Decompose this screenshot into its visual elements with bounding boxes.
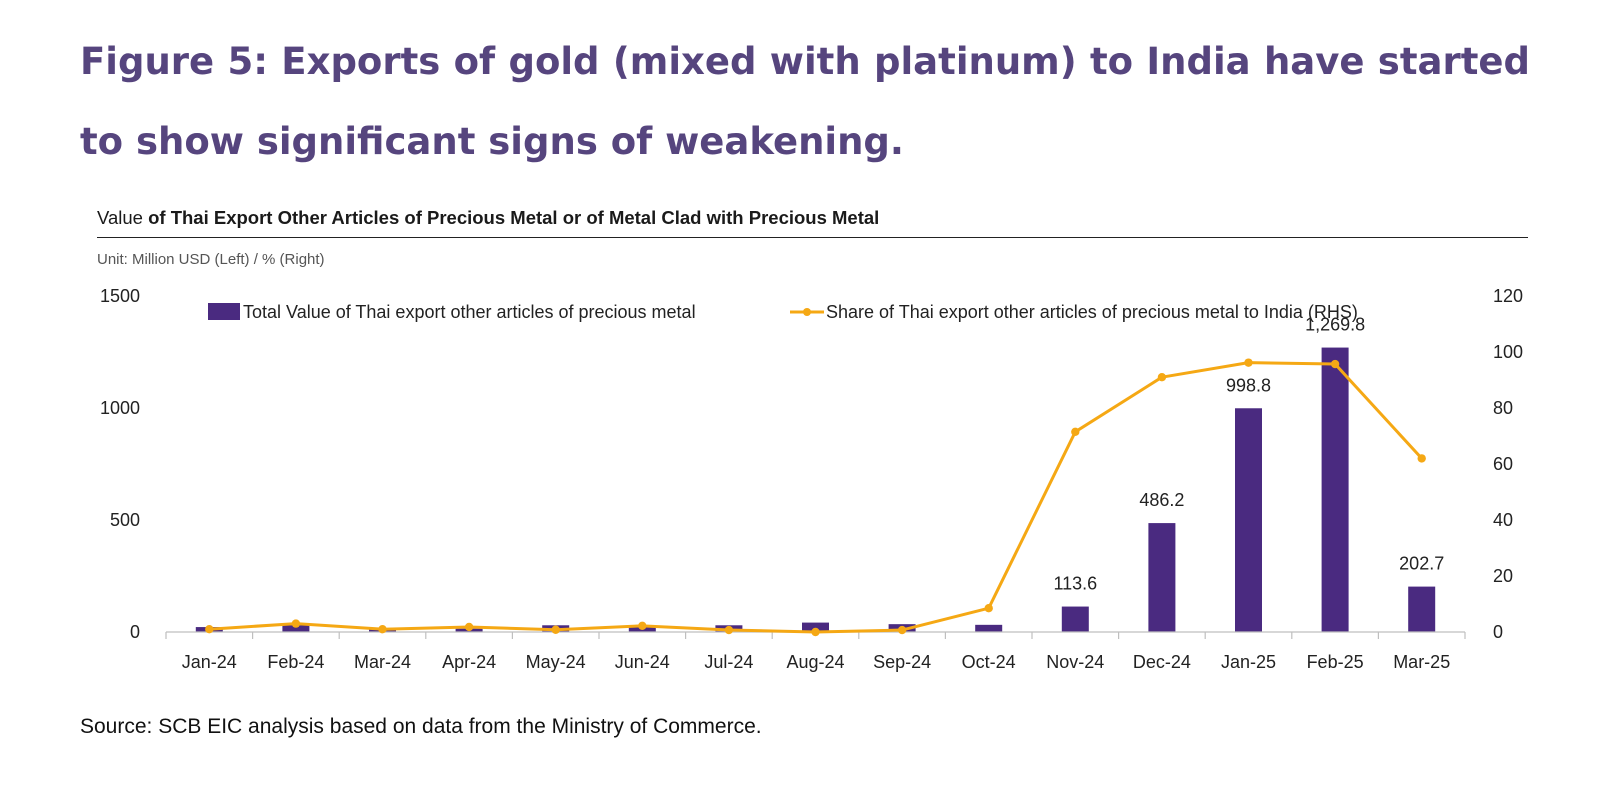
- right-tick-label: 120: [1493, 286, 1523, 306]
- combo-chart: 0 500 1000 1500 0 20 40 60 80 100 120 Jan-24 Feb-2…: [100, 286, 1523, 672]
- right-axis: 0 20 40 60 80 100 120: [1493, 286, 1523, 642]
- right-tick-label: 40: [1493, 510, 1513, 530]
- chart-title: Value of Thai Export Other Articles of P…: [97, 207, 879, 229]
- x-tick-label: Feb-24: [267, 652, 324, 672]
- x-tick-label: Jan-25: [1221, 652, 1276, 672]
- line-point: [551, 625, 560, 634]
- figure-title: Figure 5: Exports of gold (mixed with pl…: [80, 40, 1530, 163]
- x-tick-label: Jul-24: [704, 652, 753, 672]
- x-axis: Jan-24 Feb-24 Mar-24 Apr-24 May-24 Jun-24 Jul-…: [165, 631, 1466, 672]
- left-axis: 0 500 1000 1500: [100, 286, 140, 642]
- bar: [802, 622, 829, 632]
- bar-data-label: 998.8: [1226, 375, 1271, 395]
- bar-data-label: 486.2: [1139, 490, 1184, 510]
- x-tick-label: Dec-24: [1133, 652, 1191, 672]
- line-point: [464, 622, 474, 632]
- bar-data-labels: 113.6 486.2 998.8 1,269.8 202.7: [1053, 315, 1444, 594]
- x-tick-label: Jan-24: [182, 652, 237, 672]
- legend-bar-swatch: [208, 303, 240, 320]
- x-tick-label: Feb-25: [1307, 652, 1364, 672]
- bar: [282, 625, 310, 632]
- source-note: Source: SCB EIC analysis based on data f…: [80, 715, 762, 738]
- bar: [975, 624, 1003, 632]
- right-tick-label: 0: [1493, 622, 1503, 642]
- x-tick-label: Mar-25: [1393, 652, 1450, 672]
- legend: Total Value of Thai export other article…: [208, 302, 1358, 322]
- unit-note: Unit: Million USD (Left) / % (Right): [97, 251, 325, 268]
- line-point: [1417, 454, 1426, 463]
- line-point: [1071, 427, 1080, 436]
- left-tick-label: 1500: [100, 286, 140, 306]
- x-tick-label: Jun-24: [615, 652, 670, 672]
- line-point: [984, 604, 993, 613]
- line-point: [291, 619, 301, 628]
- left-tick-label: 0: [130, 622, 140, 642]
- line-point: [205, 625, 214, 634]
- bar: [1148, 523, 1176, 632]
- right-tick-label: 80: [1493, 398, 1513, 418]
- x-tick-label: May-24: [526, 652, 586, 672]
- x-tick-label: Apr-24: [442, 652, 496, 672]
- bar-data-label: 113.6: [1053, 574, 1097, 594]
- legend-bar-label: Total Value of Thai export other article…: [243, 302, 696, 322]
- x-tick-label: Sep-24: [873, 652, 931, 672]
- right-tick-label: 60: [1493, 454, 1513, 474]
- legend-line-marker: [803, 308, 811, 316]
- x-tick-label: Nov-24: [1046, 652, 1104, 672]
- line-point: [811, 627, 820, 637]
- line-point: [724, 625, 734, 635]
- bar: [1408, 586, 1436, 632]
- left-tick-label: 1000: [100, 398, 140, 418]
- line-point: [638, 621, 647, 631]
- bar: [1321, 347, 1349, 632]
- x-tick-label: Mar-24: [354, 652, 411, 672]
- left-tick-label: 500: [110, 510, 140, 530]
- line-point: [897, 625, 907, 635]
- right-tick-label: 100: [1493, 342, 1523, 362]
- right-tick-label: 20: [1493, 566, 1513, 586]
- line-point: [378, 625, 387, 634]
- bar-data-label: 1,269.8: [1305, 315, 1365, 335]
- line-point: [1157, 373, 1167, 382]
- line-point: [1330, 359, 1340, 369]
- bar: [1235, 408, 1262, 632]
- chart-title-lead: Value: [97, 207, 143, 228]
- bar: [1061, 606, 1089, 632]
- chart-title-rest: of Thai Export Other Articles of Preciou…: [142, 207, 880, 228]
- chart-title-rule: [97, 237, 1528, 238]
- x-tick-label: Oct-24: [962, 652, 1016, 672]
- line-series: [205, 358, 1426, 637]
- legend-line-label: Share of Thai export other articles of p…: [826, 302, 1358, 322]
- line-point: [1244, 358, 1253, 367]
- bar-data-label: 202.7: [1399, 554, 1444, 574]
- x-tick-label: Aug-24: [786, 652, 844, 672]
